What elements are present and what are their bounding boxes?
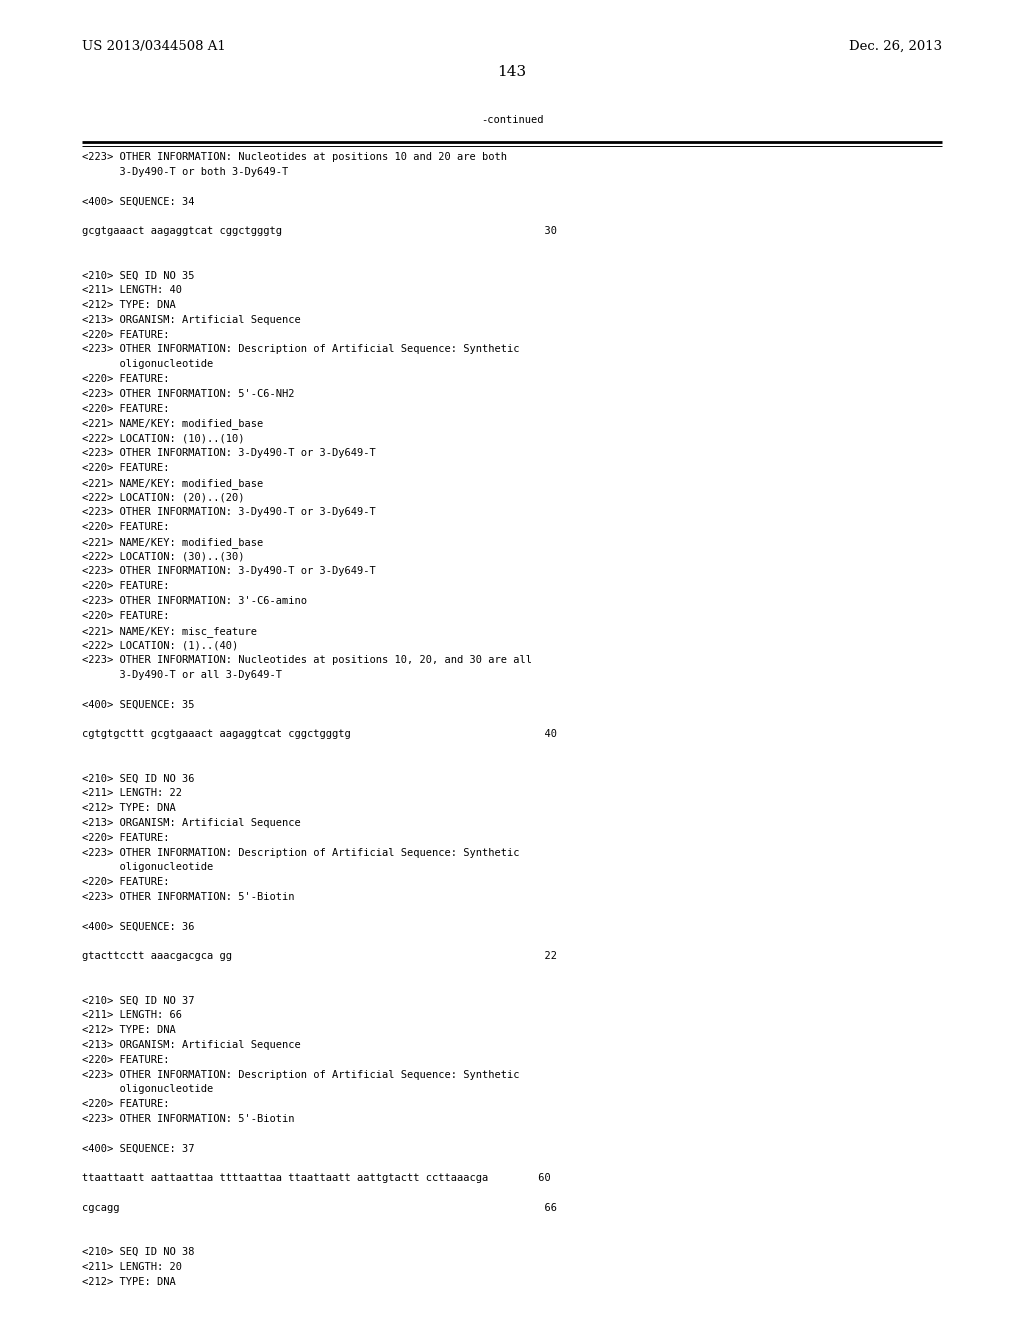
Text: 3-Dy490-T or both 3-Dy649-T: 3-Dy490-T or both 3-Dy649-T	[82, 166, 288, 177]
Text: <223> OTHER INFORMATION: 3-Dy490-T or 3-Dy649-T: <223> OTHER INFORMATION: 3-Dy490-T or 3-…	[82, 507, 376, 517]
Text: <220> FEATURE:: <220> FEATURE:	[82, 833, 170, 842]
Text: US 2013/0344508 A1: US 2013/0344508 A1	[82, 40, 225, 53]
Text: <223> OTHER INFORMATION: 5'-C6-NH2: <223> OTHER INFORMATION: 5'-C6-NH2	[82, 389, 295, 399]
Text: <222> LOCATION: (1)..(40): <222> LOCATION: (1)..(40)	[82, 640, 239, 651]
Text: <400> SEQUENCE: 37: <400> SEQUENCE: 37	[82, 1143, 195, 1154]
Text: <400> SEQUENCE: 35: <400> SEQUENCE: 35	[82, 700, 195, 710]
Text: <220> FEATURE:: <220> FEATURE:	[82, 521, 170, 532]
Text: oligonucleotide: oligonucleotide	[82, 1085, 213, 1094]
Text: <223> OTHER INFORMATION: Nucleotides at positions 10, 20, and 30 are all: <223> OTHER INFORMATION: Nucleotides at …	[82, 655, 532, 665]
Text: <223> OTHER INFORMATION: 3-Dy490-T or 3-Dy649-T: <223> OTHER INFORMATION: 3-Dy490-T or 3-…	[82, 447, 376, 458]
Text: <210> SEQ ID NO 36: <210> SEQ ID NO 36	[82, 774, 195, 784]
Text: <211> LENGTH: 66: <211> LENGTH: 66	[82, 1010, 182, 1020]
Text: <223> OTHER INFORMATION: 3'-C6-amino: <223> OTHER INFORMATION: 3'-C6-amino	[82, 597, 307, 606]
Text: <210> SEQ ID NO 38: <210> SEQ ID NO 38	[82, 1247, 195, 1257]
Text: <223> OTHER INFORMATION: Description of Artificial Sequence: Synthetic: <223> OTHER INFORMATION: Description of …	[82, 345, 519, 354]
Text: 143: 143	[498, 65, 526, 79]
Text: oligonucleotide: oligonucleotide	[82, 862, 213, 873]
Text: <212> TYPE: DNA: <212> TYPE: DNA	[82, 803, 176, 813]
Text: <210> SEQ ID NO 37: <210> SEQ ID NO 37	[82, 995, 195, 1006]
Text: <221> NAME/KEY: misc_feature: <221> NAME/KEY: misc_feature	[82, 626, 257, 636]
Text: <221> NAME/KEY: modified_base: <221> NAME/KEY: modified_base	[82, 537, 263, 548]
Text: <220> FEATURE:: <220> FEATURE:	[82, 404, 170, 413]
Text: <223> OTHER INFORMATION: Description of Artificial Sequence: Synthetic: <223> OTHER INFORMATION: Description of …	[82, 847, 519, 858]
Text: cgtgtgcttt gcgtgaaact aagaggtcat cggctgggtg                               40: cgtgtgcttt gcgtgaaact aagaggtcat cggctgg…	[82, 729, 557, 739]
Text: <212> TYPE: DNA: <212> TYPE: DNA	[82, 300, 176, 310]
Text: <213> ORGANISM: Artificial Sequence: <213> ORGANISM: Artificial Sequence	[82, 314, 301, 325]
Text: <223> OTHER INFORMATION: 5'-Biotin: <223> OTHER INFORMATION: 5'-Biotin	[82, 892, 295, 902]
Text: <400> SEQUENCE: 36: <400> SEQUENCE: 36	[82, 921, 195, 932]
Text: <211> LENGTH: 20: <211> LENGTH: 20	[82, 1262, 182, 1272]
Text: <212> TYPE: DNA: <212> TYPE: DNA	[82, 1276, 176, 1287]
Text: <220> FEATURE:: <220> FEATURE:	[82, 1100, 170, 1109]
Text: <223> OTHER INFORMATION: 5'-Biotin: <223> OTHER INFORMATION: 5'-Biotin	[82, 1114, 295, 1125]
Text: <213> ORGANISM: Artificial Sequence: <213> ORGANISM: Artificial Sequence	[82, 818, 301, 828]
Text: gtacttcctt aaacgacgca gg                                                  22: gtacttcctt aaacgacgca gg 22	[82, 952, 557, 961]
Text: <221> NAME/KEY: modified_base: <221> NAME/KEY: modified_base	[82, 418, 263, 429]
Text: <220> FEATURE:: <220> FEATURE:	[82, 330, 170, 339]
Text: <220> FEATURE:: <220> FEATURE:	[82, 463, 170, 473]
Text: ttaattaatt aattaattaa ttttaattaa ttaattaatt aattgtactt ccttaaacga        60: ttaattaatt aattaattaa ttttaattaa ttaatta…	[82, 1173, 551, 1183]
Text: <222> LOCATION: (20)..(20): <222> LOCATION: (20)..(20)	[82, 492, 245, 503]
Text: <210> SEQ ID NO 35: <210> SEQ ID NO 35	[82, 271, 195, 280]
Text: -continued: -continued	[480, 115, 544, 125]
Text: <222> LOCATION: (10)..(10): <222> LOCATION: (10)..(10)	[82, 433, 245, 444]
Text: gcgtgaaact aagaggtcat cggctgggtg                                          30: gcgtgaaact aagaggtcat cggctgggtg 30	[82, 226, 557, 236]
Text: <223> OTHER INFORMATION: Description of Artificial Sequence: Synthetic: <223> OTHER INFORMATION: Description of …	[82, 1069, 519, 1080]
Text: <220> FEATURE:: <220> FEATURE:	[82, 581, 170, 591]
Text: <220> FEATURE:: <220> FEATURE:	[82, 1055, 170, 1065]
Text: <223> OTHER INFORMATION: Nucleotides at positions 10 and 20 are both: <223> OTHER INFORMATION: Nucleotides at …	[82, 152, 507, 162]
Text: <400> SEQUENCE: 34: <400> SEQUENCE: 34	[82, 197, 195, 206]
Text: <222> LOCATION: (30)..(30): <222> LOCATION: (30)..(30)	[82, 552, 245, 561]
Text: <220> FEATURE:: <220> FEATURE:	[82, 611, 170, 620]
Text: cgcagg                                                                    66: cgcagg 66	[82, 1203, 557, 1213]
Text: <221> NAME/KEY: modified_base: <221> NAME/KEY: modified_base	[82, 478, 263, 488]
Text: <212> TYPE: DNA: <212> TYPE: DNA	[82, 1026, 176, 1035]
Text: oligonucleotide: oligonucleotide	[82, 359, 213, 370]
Text: <220> FEATURE:: <220> FEATURE:	[82, 374, 170, 384]
Text: <223> OTHER INFORMATION: 3-Dy490-T or 3-Dy649-T: <223> OTHER INFORMATION: 3-Dy490-T or 3-…	[82, 566, 376, 577]
Text: Dec. 26, 2013: Dec. 26, 2013	[849, 40, 942, 53]
Text: <220> FEATURE:: <220> FEATURE:	[82, 878, 170, 887]
Text: <213> ORGANISM: Artificial Sequence: <213> ORGANISM: Artificial Sequence	[82, 1040, 301, 1049]
Text: <211> LENGTH: 22: <211> LENGTH: 22	[82, 788, 182, 799]
Text: <211> LENGTH: 40: <211> LENGTH: 40	[82, 285, 182, 296]
Text: 3-Dy490-T or all 3-Dy649-T: 3-Dy490-T or all 3-Dy649-T	[82, 671, 282, 680]
